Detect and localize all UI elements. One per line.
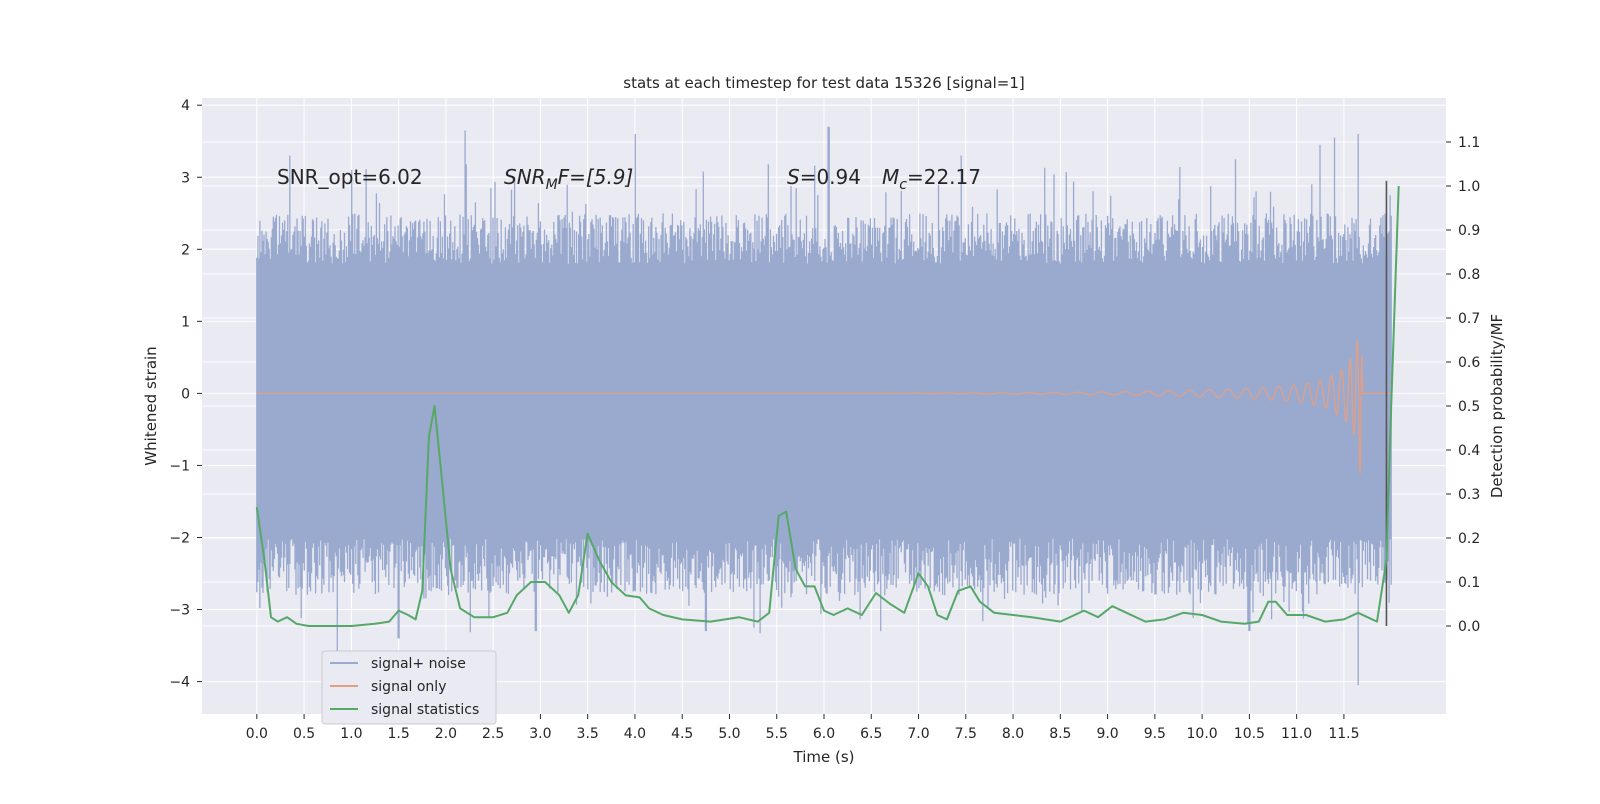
x-tick-label: 7.0 <box>907 726 929 742</box>
legend-label-signal: signal only <box>371 679 446 695</box>
annotation-mc: Mc=22.17 <box>882 165 981 193</box>
x-tick-label: 0.0 <box>246 726 268 742</box>
y-tick-label: −1 <box>169 458 190 474</box>
x-tick-label: 6.0 <box>813 726 835 742</box>
x-tick-label: 11.0 <box>1281 726 1312 742</box>
x-tick-label: 4.5 <box>671 726 693 742</box>
y-tick-label: −2 <box>169 530 190 546</box>
x-tick-label: 3.5 <box>577 726 599 742</box>
legend: signal+ noise signal only signal statist… <box>321 650 497 725</box>
y2-tick-label: 1.1 <box>1458 135 1480 151</box>
y2-tick-label: 0.5 <box>1458 399 1480 415</box>
annotation-s: S=0.94 <box>787 165 861 189</box>
tick-layer: 0.0 0.5 1.0 1.5 2.0 2.5 3.0 3.5 4.0 4.5 5.0 5.5 6.0 6… <box>169 98 1480 742</box>
x-tick-label: 9.5 <box>1144 726 1166 742</box>
x-tick-label: 2.0 <box>435 726 457 742</box>
x-tick-label: 0.5 <box>293 726 315 742</box>
y-tick-label: 1 <box>181 314 190 330</box>
y2-tick-label: 0.6 <box>1458 355 1480 371</box>
annotation-snr-opt: SNR_opt=6.02 <box>277 165 423 189</box>
x-tick-label: 2.5 <box>482 726 504 742</box>
x-tick-label: 8.0 <box>1002 726 1024 742</box>
noise-trace <box>256 126 1392 686</box>
y2-tick-label: 0.1 <box>1458 575 1480 591</box>
series-layer <box>255 126 1400 686</box>
x-tick-label: 9.0 <box>1096 726 1118 742</box>
x-tick-label: 5.5 <box>766 726 788 742</box>
y2-tick-label: 1.0 <box>1458 179 1480 195</box>
legend-box <box>321 650 497 725</box>
legend-label-statistics: signal statistics <box>371 702 479 718</box>
x-tick-label: 10.5 <box>1234 726 1265 742</box>
y2-tick-label: 0.0 <box>1458 619 1480 635</box>
x-tick-label: 10.0 <box>1187 726 1218 742</box>
chart-title: stats at each timestep for test data 153… <box>623 74 1024 92</box>
x-tick-label: 8.5 <box>1049 726 1071 742</box>
y2-axis-label: Detection probability/MF <box>1488 314 1506 498</box>
y2-tick-label: 0.8 <box>1458 267 1480 283</box>
y-tick-label: 0 <box>181 386 190 402</box>
x-tick-label: 3.0 <box>529 726 551 742</box>
y-tick-label: 4 <box>181 98 190 114</box>
y-tick-label: −4 <box>169 675 190 691</box>
x-tick-label: 1.0 <box>340 726 362 742</box>
y-tick-label: 2 <box>181 242 190 258</box>
x-tick-label: 7.5 <box>955 726 977 742</box>
x-tick-label: 6.5 <box>860 726 882 742</box>
y2-tick-label: 0.2 <box>1458 531 1480 547</box>
annotation-snr-mf: SNRMF=[5.9] <box>504 165 633 193</box>
y2-tick-label: 0.3 <box>1458 487 1480 503</box>
x-tick-label: 5.0 <box>718 726 740 742</box>
legend-label-noise: signal+ noise <box>371 656 466 672</box>
x-tick-label: 4.0 <box>624 726 646 742</box>
x-axis-label: Time (s) <box>793 748 855 766</box>
signal-statistics-trace <box>255 185 1400 627</box>
y-tick-label: −3 <box>169 603 190 619</box>
y-axis-label: Whitened strain <box>142 346 160 465</box>
signal-only-trace <box>256 339 1392 474</box>
y-tick-label: 3 <box>181 170 190 186</box>
y2-tick-label: 0.4 <box>1458 443 1480 459</box>
x-tick-label: 11.5 <box>1328 726 1359 742</box>
y2-tick-label: 0.7 <box>1458 311 1480 327</box>
x-tick-label: 1.5 <box>387 726 409 742</box>
y2-tick-label: 0.9 <box>1458 223 1480 239</box>
